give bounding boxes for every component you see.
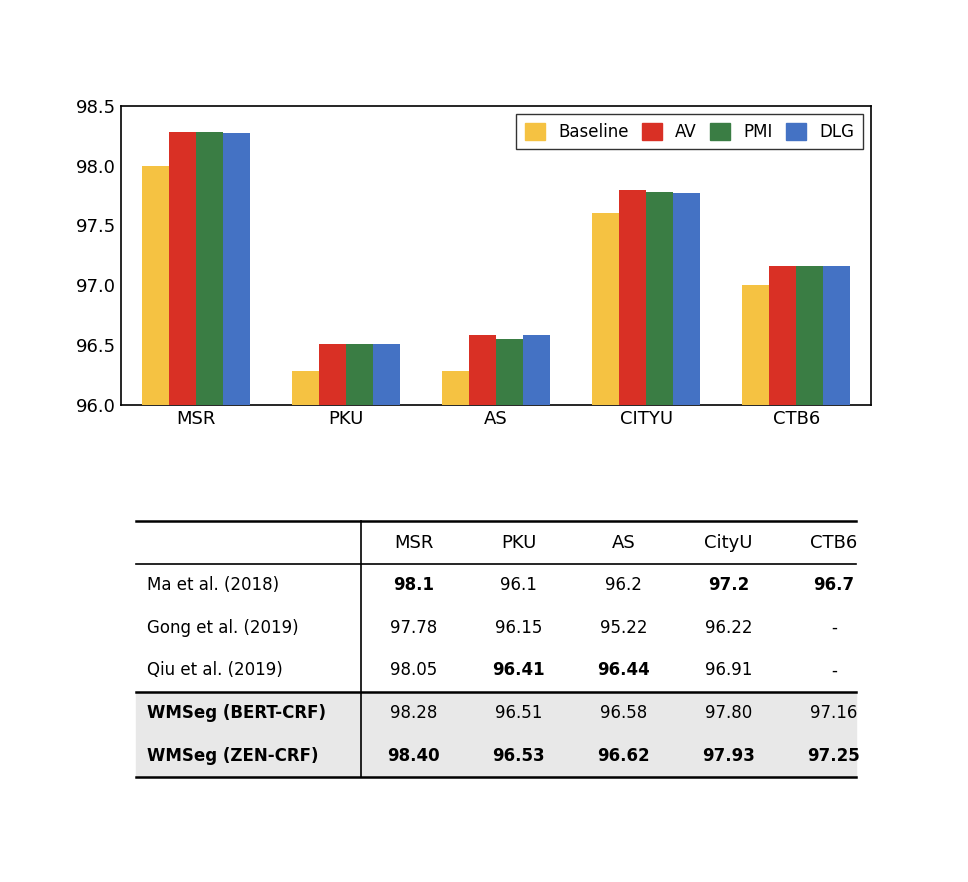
Text: 96.2: 96.2 bbox=[605, 576, 642, 594]
Bar bbox=[223, 133, 250, 882]
Bar bbox=[319, 344, 347, 882]
Bar bbox=[770, 266, 797, 882]
Bar bbox=[169, 132, 196, 882]
Text: 96.58: 96.58 bbox=[600, 704, 648, 722]
Text: 96.7: 96.7 bbox=[813, 576, 854, 594]
Text: 96.91: 96.91 bbox=[705, 662, 752, 679]
Bar bbox=[592, 213, 620, 882]
Text: 97.16: 97.16 bbox=[810, 704, 858, 722]
Text: PKU: PKU bbox=[500, 534, 536, 551]
Text: 96.15: 96.15 bbox=[495, 619, 542, 637]
Bar bbox=[823, 266, 850, 882]
Text: 96.51: 96.51 bbox=[495, 704, 542, 722]
Text: WMSeg (BERT-CRF): WMSeg (BERT-CRF) bbox=[147, 704, 326, 722]
Text: 97.25: 97.25 bbox=[807, 746, 860, 765]
Text: -: - bbox=[831, 619, 836, 637]
Text: Ma et al. (2018): Ma et al. (2018) bbox=[147, 576, 280, 594]
Bar bbox=[292, 371, 319, 882]
Text: 96.22: 96.22 bbox=[705, 619, 752, 637]
Bar bbox=[523, 335, 550, 882]
Bar bbox=[797, 266, 823, 882]
Text: MSR: MSR bbox=[394, 534, 434, 551]
Bar bbox=[142, 166, 169, 882]
Bar bbox=[742, 285, 770, 882]
Bar bbox=[196, 132, 223, 882]
Text: 96.1: 96.1 bbox=[500, 576, 537, 594]
Text: WMSeg (ZEN-CRF): WMSeg (ZEN-CRF) bbox=[147, 746, 318, 765]
Text: 96.41: 96.41 bbox=[493, 662, 545, 679]
Text: 96.44: 96.44 bbox=[597, 662, 650, 679]
Text: CityU: CityU bbox=[705, 534, 753, 551]
Text: Gong et al. (2019): Gong et al. (2019) bbox=[147, 619, 299, 637]
Text: AS: AS bbox=[612, 534, 636, 551]
Text: 96.53: 96.53 bbox=[493, 746, 545, 765]
Text: CTB6: CTB6 bbox=[810, 534, 858, 551]
Text: -: - bbox=[831, 662, 836, 679]
Bar bbox=[347, 344, 373, 882]
Text: 96.62: 96.62 bbox=[597, 746, 650, 765]
Bar bbox=[469, 335, 497, 882]
Text: 97.2: 97.2 bbox=[708, 576, 749, 594]
Bar bbox=[373, 344, 400, 882]
Text: 97.78: 97.78 bbox=[390, 619, 438, 637]
Text: 98.05: 98.05 bbox=[390, 662, 438, 679]
Bar bbox=[497, 339, 523, 882]
Bar bbox=[442, 371, 469, 882]
Bar bbox=[673, 193, 700, 882]
Text: Qiu et al. (2019): Qiu et al. (2019) bbox=[147, 662, 283, 679]
Text: 98.1: 98.1 bbox=[393, 576, 434, 594]
Text: 95.22: 95.22 bbox=[600, 619, 648, 637]
Bar bbox=[620, 190, 647, 882]
Text: 98.40: 98.40 bbox=[387, 746, 439, 765]
Bar bbox=[647, 192, 673, 882]
Text: 97.93: 97.93 bbox=[702, 746, 755, 765]
Text: 97.80: 97.80 bbox=[705, 704, 752, 722]
Text: 98.28: 98.28 bbox=[390, 704, 438, 722]
Legend: Baseline, AV, PMI, DLG: Baseline, AV, PMI, DLG bbox=[516, 114, 862, 149]
